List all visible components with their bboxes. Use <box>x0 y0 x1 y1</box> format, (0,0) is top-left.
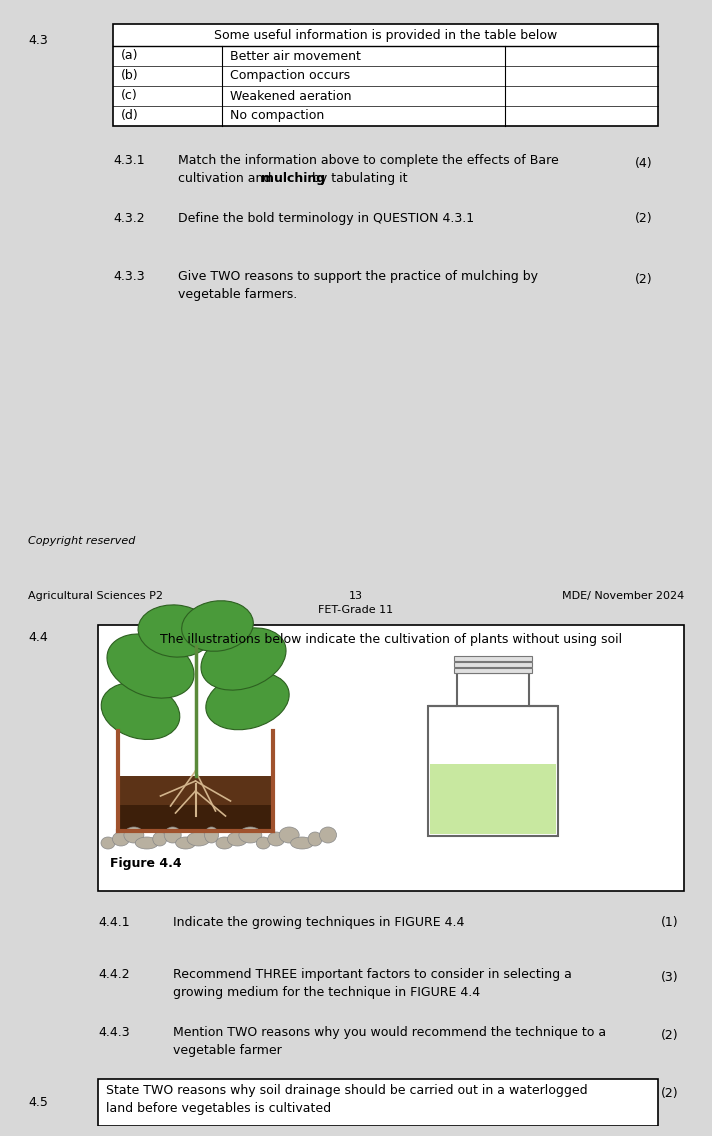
Ellipse shape <box>256 837 271 849</box>
Bar <box>454 662 532 667</box>
Ellipse shape <box>308 832 322 846</box>
Ellipse shape <box>101 683 180 740</box>
Text: Agricultural Sciences P2: Agricultural Sciences P2 <box>28 591 163 601</box>
Bar <box>98 1079 658 1126</box>
Ellipse shape <box>227 832 247 846</box>
Text: Weakened aeration: Weakened aeration <box>230 90 352 102</box>
Text: 4.3.2: 4.3.2 <box>113 212 145 225</box>
Text: 4.5: 4.5 <box>28 1096 48 1109</box>
Ellipse shape <box>135 837 158 849</box>
Text: (c): (c) <box>121 90 137 102</box>
Ellipse shape <box>320 827 337 843</box>
Bar <box>113 24 658 126</box>
Bar <box>120 776 271 829</box>
Text: 13: 13 <box>349 591 363 601</box>
Text: Some useful information is provided in the table below: Some useful information is provided in t… <box>214 28 557 42</box>
Text: by tabulating it: by tabulating it <box>308 172 407 185</box>
Text: (3): (3) <box>660 970 678 984</box>
Text: 4.3: 4.3 <box>28 34 48 47</box>
Ellipse shape <box>279 827 299 843</box>
Text: (1): (1) <box>660 916 678 929</box>
Text: (b): (b) <box>121 69 139 83</box>
Ellipse shape <box>164 827 182 843</box>
Ellipse shape <box>290 837 313 849</box>
Text: vegetable farmer: vegetable farmer <box>173 1044 282 1056</box>
Ellipse shape <box>204 827 219 843</box>
Text: (2): (2) <box>660 1086 678 1100</box>
Text: vegetable farmers.: vegetable farmers. <box>178 289 297 301</box>
Text: mulching: mulching <box>261 172 325 185</box>
Ellipse shape <box>101 837 115 849</box>
Text: 4.3.3: 4.3.3 <box>113 270 145 283</box>
Text: 4.4: 4.4 <box>28 630 48 644</box>
Ellipse shape <box>124 827 144 843</box>
Text: Define the bold terminology in QUESTION 4.3.1: Define the bold terminology in QUESTION … <box>178 212 474 225</box>
Text: 4.4.3: 4.4.3 <box>98 1026 130 1039</box>
Text: Match the information above to complete the effects of Bare: Match the information above to complete … <box>178 154 559 167</box>
Bar <box>430 765 556 834</box>
Text: 4.4.2: 4.4.2 <box>98 968 130 982</box>
Text: 4.3.1: 4.3.1 <box>113 154 145 167</box>
Text: State TWO reasons why soil drainage should be carried out in a waterlogged: State TWO reasons why soil drainage shou… <box>106 1084 587 1097</box>
Text: 4.4.1: 4.4.1 <box>98 916 130 929</box>
Bar <box>454 655 532 661</box>
Text: growing medium for the technique in FIGURE 4.4: growing medium for the technique in FIGU… <box>173 986 480 999</box>
Bar <box>457 673 529 705</box>
Text: (2): (2) <box>660 1028 678 1042</box>
Text: Recommend THREE important factors to consider in selecting a: Recommend THREE important factors to con… <box>173 968 572 982</box>
Bar <box>98 625 684 891</box>
Text: Copyright reserved: Copyright reserved <box>28 536 135 546</box>
Text: The illustrations below indicate the cultivation of plants without using soil: The illustrations below indicate the cul… <box>160 633 622 646</box>
Ellipse shape <box>138 604 213 657</box>
Text: MDE/ November 2024: MDE/ November 2024 <box>562 591 684 601</box>
Text: (4): (4) <box>635 157 653 169</box>
Ellipse shape <box>239 827 262 843</box>
Ellipse shape <box>216 837 233 849</box>
Text: (2): (2) <box>635 273 653 285</box>
Text: Figure 4.4: Figure 4.4 <box>110 857 182 869</box>
Text: (2): (2) <box>635 212 653 225</box>
Text: Compaction occurs: Compaction occurs <box>230 69 350 83</box>
Text: Better air movement: Better air movement <box>230 50 361 62</box>
Text: FET-Grade 11: FET-Grade 11 <box>318 605 394 615</box>
Ellipse shape <box>206 673 289 729</box>
Ellipse shape <box>153 832 167 846</box>
Text: (d): (d) <box>121 109 139 123</box>
Ellipse shape <box>182 601 253 651</box>
Text: Mention TWO reasons why you would recommend the technique to a: Mention TWO reasons why you would recomm… <box>173 1026 606 1039</box>
Ellipse shape <box>107 634 194 699</box>
Text: cultivation and: cultivation and <box>178 172 276 185</box>
Bar <box>120 805 271 829</box>
Text: Indicate the growing techniques in FIGURE 4.4: Indicate the growing techniques in FIGUR… <box>173 916 464 929</box>
Ellipse shape <box>201 628 286 691</box>
Ellipse shape <box>268 832 285 846</box>
Ellipse shape <box>187 832 210 846</box>
Bar <box>454 668 532 673</box>
Text: Give TWO reasons to support the practice of mulching by: Give TWO reasons to support the practice… <box>178 270 538 283</box>
Ellipse shape <box>176 837 196 849</box>
Text: (a): (a) <box>121 50 139 62</box>
Text: land before vegetables is cultivated: land before vegetables is cultivated <box>106 1102 331 1116</box>
Text: No compaction: No compaction <box>230 109 324 123</box>
Bar <box>428 705 558 836</box>
Ellipse shape <box>112 832 130 846</box>
